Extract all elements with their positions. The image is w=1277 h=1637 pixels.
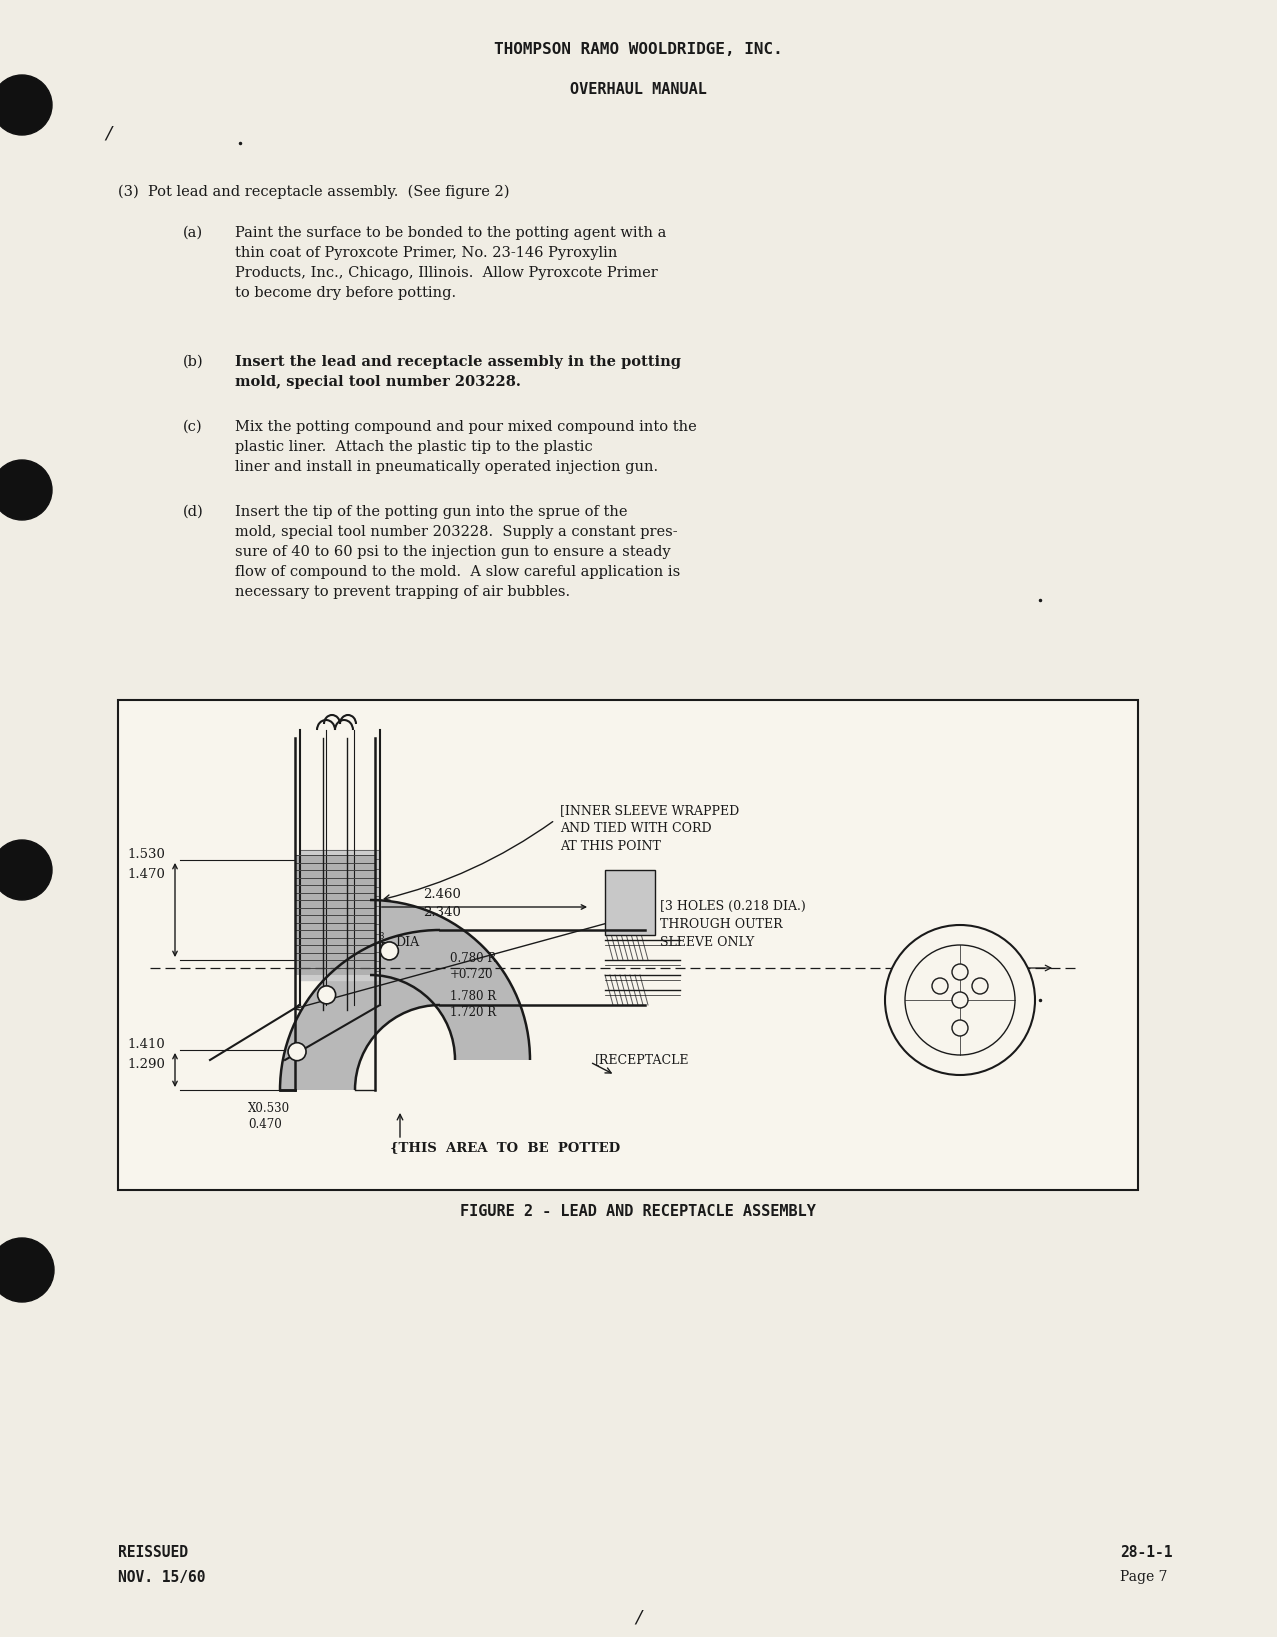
Circle shape bbox=[951, 964, 968, 981]
Circle shape bbox=[0, 1238, 54, 1301]
Bar bbox=[300, 850, 381, 981]
Text: X0.530: X0.530 bbox=[248, 1102, 290, 1115]
Circle shape bbox=[905, 945, 1015, 1054]
Text: THOMPSON RAMO WOOLDRIDGE, INC.: THOMPSON RAMO WOOLDRIDGE, INC. bbox=[494, 43, 783, 57]
Text: DIA: DIA bbox=[395, 935, 419, 948]
Circle shape bbox=[0, 840, 52, 900]
Circle shape bbox=[318, 985, 336, 1003]
Text: (d): (d) bbox=[183, 504, 204, 519]
Text: Mix the potting compound and pour mixed compound into the
plastic liner.  Attach: Mix the potting compound and pour mixed … bbox=[235, 421, 697, 475]
Text: 1.470: 1.470 bbox=[128, 869, 165, 881]
Circle shape bbox=[951, 992, 968, 1008]
Text: /: / bbox=[105, 124, 111, 142]
Text: 0.470: 0.470 bbox=[248, 1118, 282, 1131]
Bar bbox=[605, 869, 655, 935]
Text: REISSUED: REISSUED bbox=[117, 1545, 188, 1560]
Text: /: / bbox=[635, 1609, 641, 1627]
Text: 0.780 R: 0.780 R bbox=[450, 951, 497, 964]
Text: (c): (c) bbox=[183, 421, 203, 434]
Wedge shape bbox=[370, 900, 530, 1061]
Text: Page 7: Page 7 bbox=[1120, 1570, 1167, 1585]
Text: {THIS  AREA  TO  BE  POTTED: {THIS AREA TO BE POTTED bbox=[389, 1141, 621, 1154]
Text: (3)  Pot lead and receptacle assembly.  (See figure 2): (3) Pot lead and receptacle assembly. (S… bbox=[117, 185, 510, 200]
Text: $\frac{3}{4}$: $\frac{3}{4}$ bbox=[378, 931, 386, 953]
Text: +0.720: +0.720 bbox=[450, 967, 493, 981]
Text: NOV. 15/60: NOV. 15/60 bbox=[117, 1570, 206, 1585]
Text: 28-1-1: 28-1-1 bbox=[1120, 1545, 1172, 1560]
Text: OVERHAUL MANUAL: OVERHAUL MANUAL bbox=[570, 82, 706, 98]
Text: [3 HOLES (0.218 DIA.)
THROUGH OUTER
SLEEVE ONLY: [3 HOLES (0.218 DIA.) THROUGH OUTER SLEE… bbox=[660, 900, 806, 949]
Circle shape bbox=[289, 1043, 306, 1061]
Text: 1.780 R: 1.780 R bbox=[450, 989, 497, 1002]
Text: (a): (a) bbox=[183, 226, 203, 241]
Circle shape bbox=[381, 941, 398, 959]
Circle shape bbox=[932, 977, 948, 994]
Text: 1.410: 1.410 bbox=[128, 1038, 165, 1051]
Text: 1.720 R: 1.720 R bbox=[450, 1005, 497, 1018]
Circle shape bbox=[0, 75, 52, 134]
Text: [RECEPTACLE: [RECEPTACLE bbox=[595, 1054, 690, 1066]
Bar bbox=[295, 855, 375, 976]
Text: 1.290: 1.290 bbox=[128, 1059, 165, 1072]
Wedge shape bbox=[280, 930, 441, 1090]
Text: [INNER SLEEVE WRAPPED
AND TIED WITH CORD
AT THIS POINT: [INNER SLEEVE WRAPPED AND TIED WITH CORD… bbox=[561, 804, 739, 853]
Bar bbox=[117, 701, 1138, 1190]
Text: 1.530: 1.530 bbox=[128, 848, 165, 861]
Circle shape bbox=[885, 925, 1034, 1076]
Circle shape bbox=[972, 977, 988, 994]
Text: 2.340: 2.340 bbox=[424, 907, 461, 920]
Text: (b): (b) bbox=[183, 355, 203, 368]
Circle shape bbox=[951, 1020, 968, 1036]
Text: Insert the tip of the potting gun into the sprue of the
mold, special tool numbe: Insert the tip of the potting gun into t… bbox=[235, 504, 681, 599]
Text: 2.460: 2.460 bbox=[424, 889, 461, 902]
Circle shape bbox=[0, 460, 52, 521]
Text: FIGURE 2 - LEAD AND RECEPTACLE ASSEMBLY: FIGURE 2 - LEAD AND RECEPTACLE ASSEMBLY bbox=[460, 1205, 816, 1220]
Text: Paint the surface to be bonded to the potting agent with a
thin coat of Pyroxcot: Paint the surface to be bonded to the po… bbox=[235, 226, 667, 300]
Text: Insert the lead and receptacle assembly in the potting
mold, special tool number: Insert the lead and receptacle assembly … bbox=[235, 355, 681, 390]
